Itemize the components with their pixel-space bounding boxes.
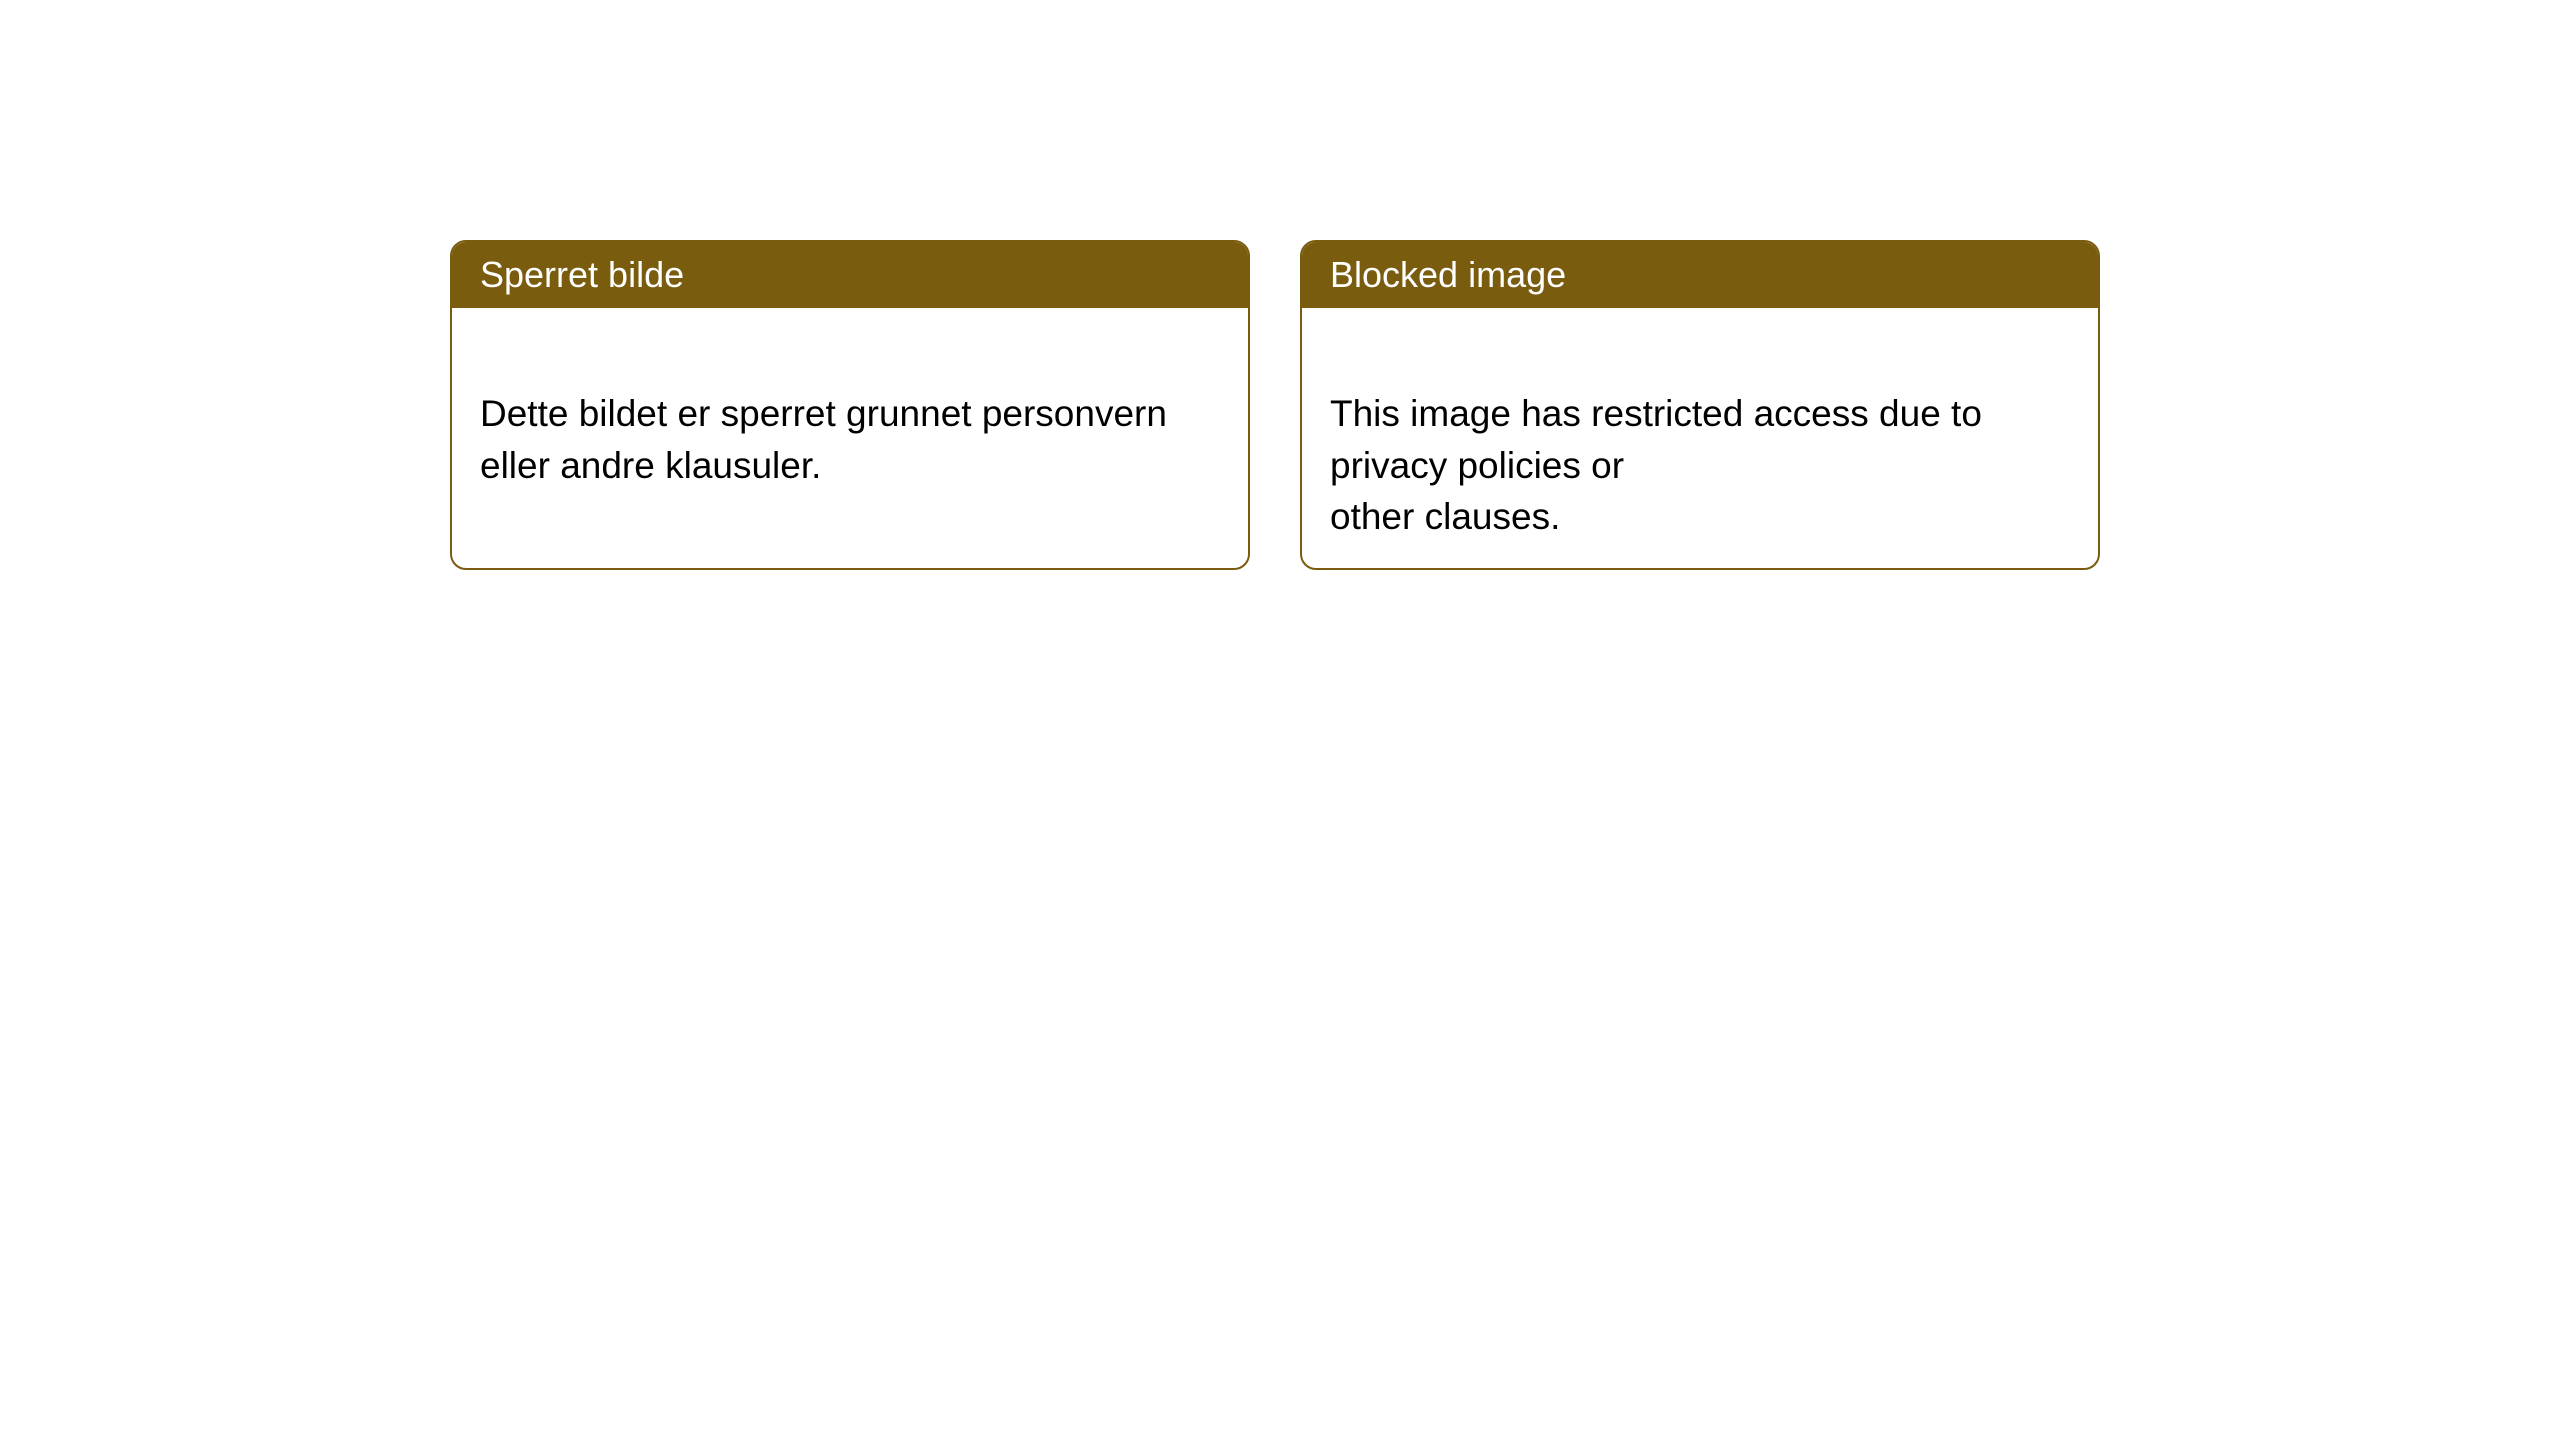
card-header-en: Blocked image — [1302, 242, 2098, 308]
notice-container: Sperret bilde Dette bildet er sperret gr… — [0, 0, 2560, 570]
card-text-no: Dette bildet er sperret grunnet personve… — [480, 393, 1167, 486]
card-title-no: Sperret bilde — [480, 254, 684, 295]
blocked-image-card-no: Sperret bilde Dette bildet er sperret gr… — [450, 240, 1250, 570]
card-body-en: This image has restricted access due to … — [1302, 308, 2098, 570]
card-text-en: This image has restricted access due to … — [1330, 393, 1982, 538]
card-body-no: Dette bildet er sperret grunnet personve… — [452, 308, 1248, 519]
card-title-en: Blocked image — [1330, 254, 1566, 295]
card-header-no: Sperret bilde — [452, 242, 1248, 308]
blocked-image-card-en: Blocked image This image has restricted … — [1300, 240, 2100, 570]
